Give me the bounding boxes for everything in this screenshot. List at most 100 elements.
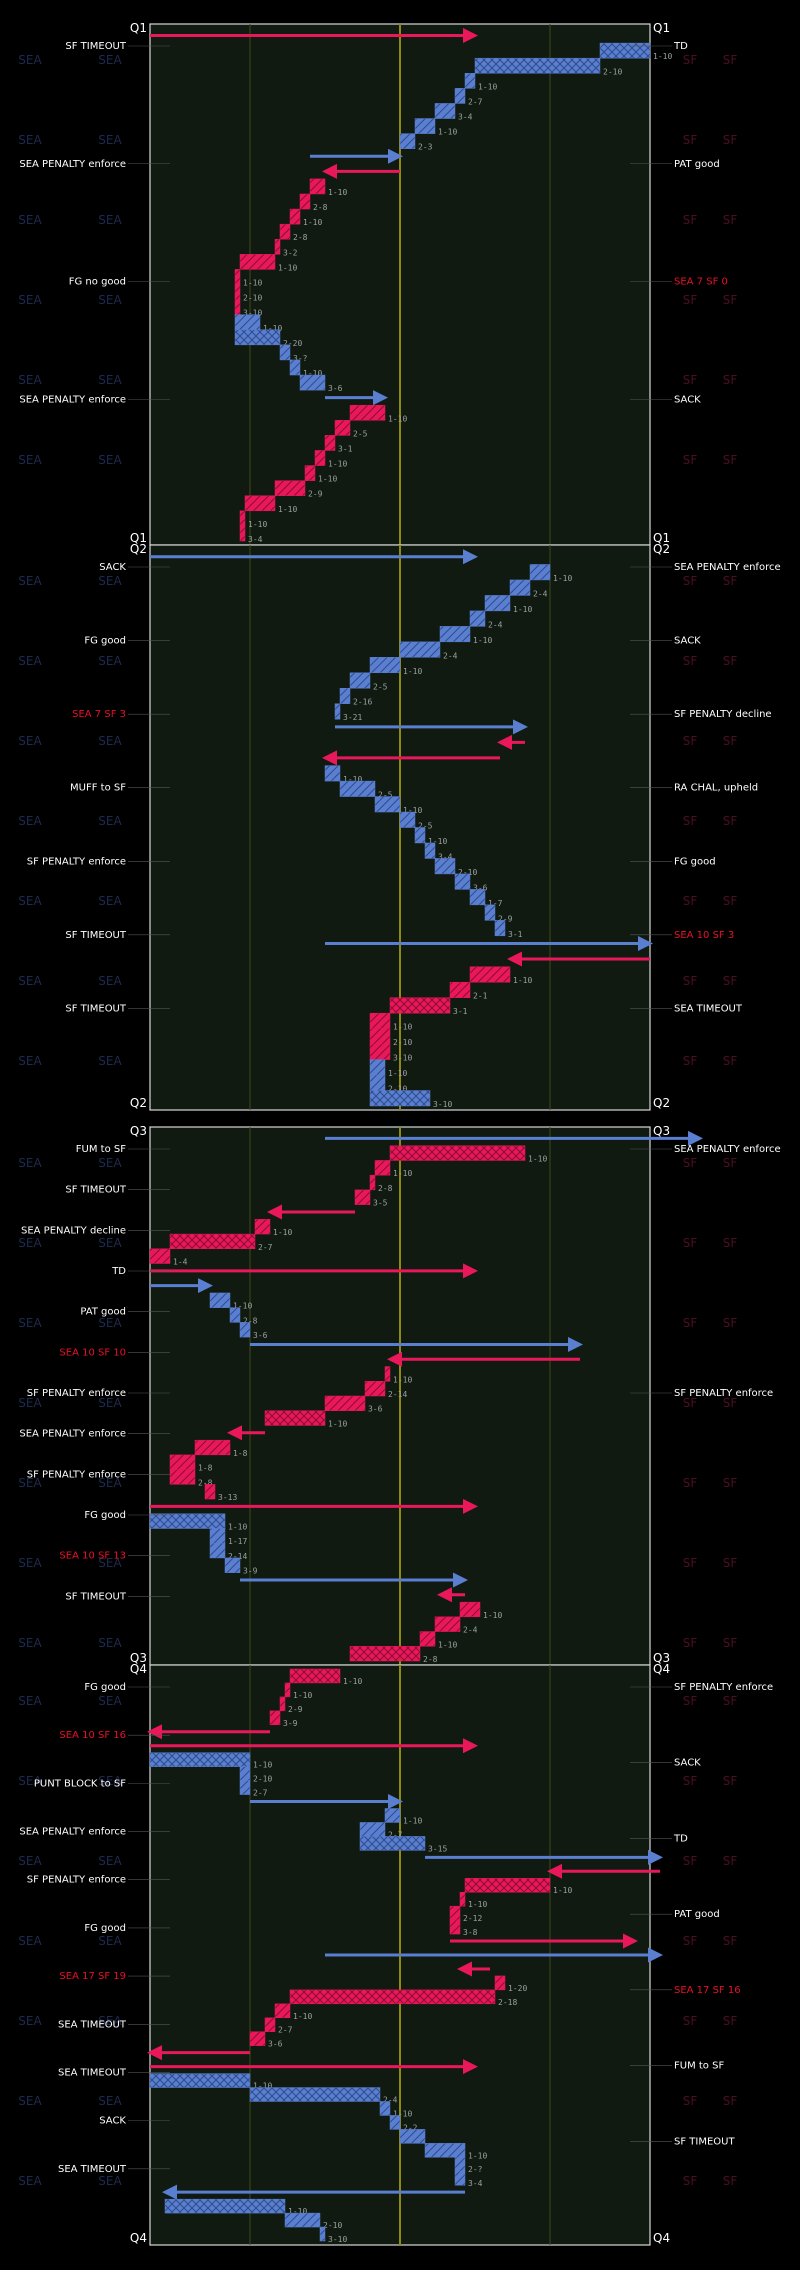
team-watermark: SEA	[98, 814, 122, 828]
callout-left: FG good	[84, 1923, 126, 1934]
team-watermark: SF	[723, 1556, 738, 1570]
play-bar	[234, 299, 241, 315]
callout-right: SEA 10 SF 3	[674, 930, 734, 941]
play-bar	[334, 703, 341, 720]
down-distance-label: 2-18	[498, 1998, 517, 2007]
play-bar	[324, 1395, 366, 1411]
play-bar	[279, 344, 291, 361]
team-watermark: SEA	[18, 1156, 42, 1170]
down-distance-label: 3-4	[248, 535, 263, 544]
down-distance-label: 1-10	[653, 52, 672, 61]
team-watermark: SF	[683, 53, 698, 67]
callout-right: SF PENALTY decline	[674, 709, 772, 720]
callout-left: SACK	[99, 562, 126, 573]
down-distance-label: 2-14	[228, 1552, 247, 1561]
callout-right: RA CHAL, upheld	[674, 783, 758, 794]
play-bar	[449, 1905, 461, 1921]
down-distance-label: 3-1	[338, 444, 353, 453]
team-watermark: SF	[723, 814, 738, 828]
team-watermark: SF	[683, 654, 698, 668]
down-distance-label: 1-10	[553, 1886, 572, 1895]
team-watermark: SEA	[18, 654, 42, 668]
team-watermark: SEA	[18, 974, 42, 988]
play-bar	[389, 997, 451, 1014]
callout-left: SF TIMEOUT	[65, 41, 126, 52]
down-distance-label: 3-4	[458, 113, 473, 122]
callout-left: SF PENALTY enforce	[27, 1469, 126, 1480]
team-watermark: SF	[723, 574, 738, 588]
team-watermark: SEA	[18, 1854, 42, 1868]
down-distance-label: 1-10	[513, 976, 532, 985]
quarter-label: Q1	[653, 531, 670, 545]
team-watermark: SF	[683, 734, 698, 748]
team-watermark: SF	[723, 373, 738, 387]
down-distance-label: 2-8	[243, 1316, 258, 1325]
down-distance-label: 2-9	[308, 490, 323, 499]
team-watermark: SF	[683, 2094, 698, 2108]
play-bar	[529, 564, 551, 581]
callout-right: PAT good	[674, 1909, 720, 1920]
team-watermark: SEA	[98, 1636, 122, 1650]
team-watermark: SEA	[98, 654, 122, 668]
team-watermark: SEA	[18, 1236, 42, 1250]
team-watermark: SEA	[98, 53, 122, 67]
play-bar	[289, 208, 301, 225]
down-distance-label: 1-10	[278, 263, 297, 272]
down-distance-label: 2-8	[313, 203, 328, 212]
play-bar	[304, 465, 316, 481]
callout-left: SEA TIMEOUT	[58, 2019, 127, 2030]
team-watermark: SEA	[98, 894, 122, 908]
play-bar	[359, 1822, 386, 1837]
play-bar	[149, 2073, 251, 2088]
team-watermark: SEA	[18, 1636, 42, 1650]
play-bar	[399, 811, 416, 828]
down-distance-label: 2-4	[533, 589, 548, 598]
team-watermark: SF	[723, 53, 738, 67]
down-distance-label: 1-10	[483, 1611, 502, 1620]
down-distance-label: 2-10	[458, 868, 477, 877]
down-distance-label: 1-10	[438, 1640, 457, 1649]
down-distance-label: 1-10	[393, 1023, 412, 1032]
down-distance-label: 2-8	[378, 1184, 393, 1193]
down-distance-label: 2-7	[388, 1830, 403, 1839]
play-bar	[354, 1189, 371, 1205]
play-bar	[289, 1668, 341, 1684]
play-bar	[164, 2198, 286, 2214]
down-distance-label: 1-10	[248, 520, 267, 529]
play-bar	[399, 2129, 426, 2144]
play-bar	[469, 966, 511, 983]
team-watermark: SEA	[98, 1774, 122, 1788]
play-bar	[384, 1366, 391, 1382]
callout-left: SEA PENALTY enforce	[19, 394, 126, 405]
down-distance-label: 3-6	[368, 1405, 383, 1414]
team-watermark: SEA	[18, 1774, 42, 1788]
play-bar	[369, 1012, 391, 1029]
down-distance-label: 1-10	[318, 475, 337, 484]
team-watermark: SF	[683, 453, 698, 467]
down-distance-label: 1-10	[553, 574, 572, 583]
play-bar	[349, 1646, 421, 1662]
play-bar	[239, 1322, 251, 1338]
down-distance-label: 1-10	[233, 1302, 252, 1311]
down-distance-label: 1-10	[393, 1169, 412, 1178]
down-distance-label: 1-10	[253, 1761, 272, 1770]
team-watermark: SEA	[98, 1236, 122, 1250]
play-bar	[454, 2157, 466, 2172]
team-watermark: SEA	[18, 373, 42, 387]
play-bar	[459, 1601, 481, 1618]
play-bar	[369, 1090, 431, 1107]
callout-left: PAT good	[80, 1307, 126, 1318]
play-bar	[274, 2003, 291, 2019]
play-bar	[274, 480, 306, 496]
down-distance-label: 2-2	[403, 2123, 418, 2132]
down-distance-label: 1-10	[393, 1375, 412, 1384]
down-distance-label: 2-10	[243, 294, 262, 303]
callout-right: SEA PENALTY enforce	[674, 1144, 781, 1155]
team-watermark: SEA	[98, 1556, 122, 1570]
callout-left: FG good	[84, 1682, 126, 1693]
team-watermark: SF	[683, 1934, 698, 1948]
play-bar	[299, 374, 326, 391]
down-distance-label: 3-4	[438, 852, 453, 861]
quarter-label: Q4	[130, 1662, 147, 1676]
play-bar	[234, 284, 241, 300]
